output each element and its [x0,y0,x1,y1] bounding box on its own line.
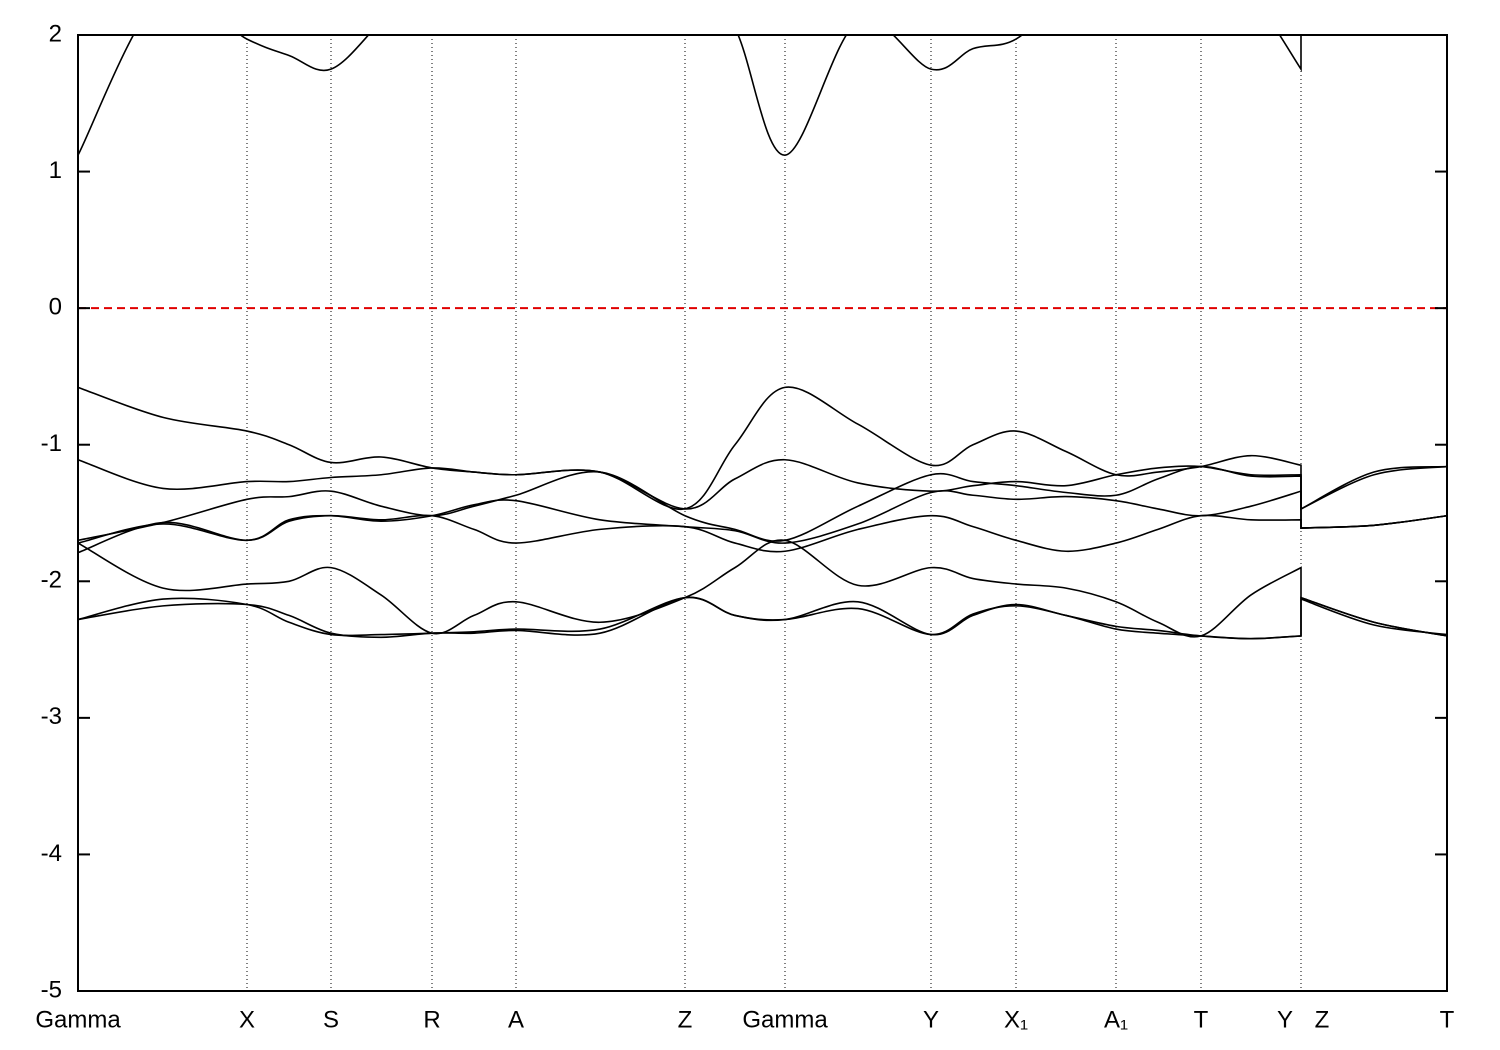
band-line [78,386,1447,511]
y-tick-label: 0 [49,293,62,320]
x-tick-label: T [1194,1006,1209,1033]
x-tick-label: Y [923,1006,939,1033]
grid [78,35,1447,991]
y-tick-label: -4 [41,840,62,867]
x-tick-label: T [1440,1006,1455,1033]
x-tick-label: Gamma [742,1006,828,1033]
x-tick-label: S [323,1006,339,1033]
y-tick-label: -1 [41,430,62,457]
x-tick-label: A [508,1006,524,1033]
band-line [78,514,1447,554]
band-line [78,465,1447,544]
y-tick-label: -3 [41,703,62,730]
x-tick-label: Y [1277,1006,1293,1033]
x-tick-label: R [423,1006,440,1033]
band-line [78,596,1447,640]
x-tick-label: Gamma [35,1006,121,1033]
band-line [78,35,1302,156]
band-line [78,539,1447,638]
y-tick-label: 2 [49,20,62,47]
band-line [78,458,1447,529]
band-line [78,465,1447,542]
band-line [78,596,1447,640]
x-tick-label: Z [1315,1006,1330,1033]
x-tick-label: X₁ [1004,1006,1028,1033]
x-tick-label: Z [678,1006,693,1033]
y-tick-label: 1 [49,157,62,184]
y-tick-label: -2 [41,567,62,594]
plot-frame [77,34,1448,992]
y-tick-label: -5 [41,976,62,1003]
x-tick-label: A₁ [1104,1006,1128,1033]
x-tick-label: X [239,1006,255,1033]
bands [78,35,1447,640]
